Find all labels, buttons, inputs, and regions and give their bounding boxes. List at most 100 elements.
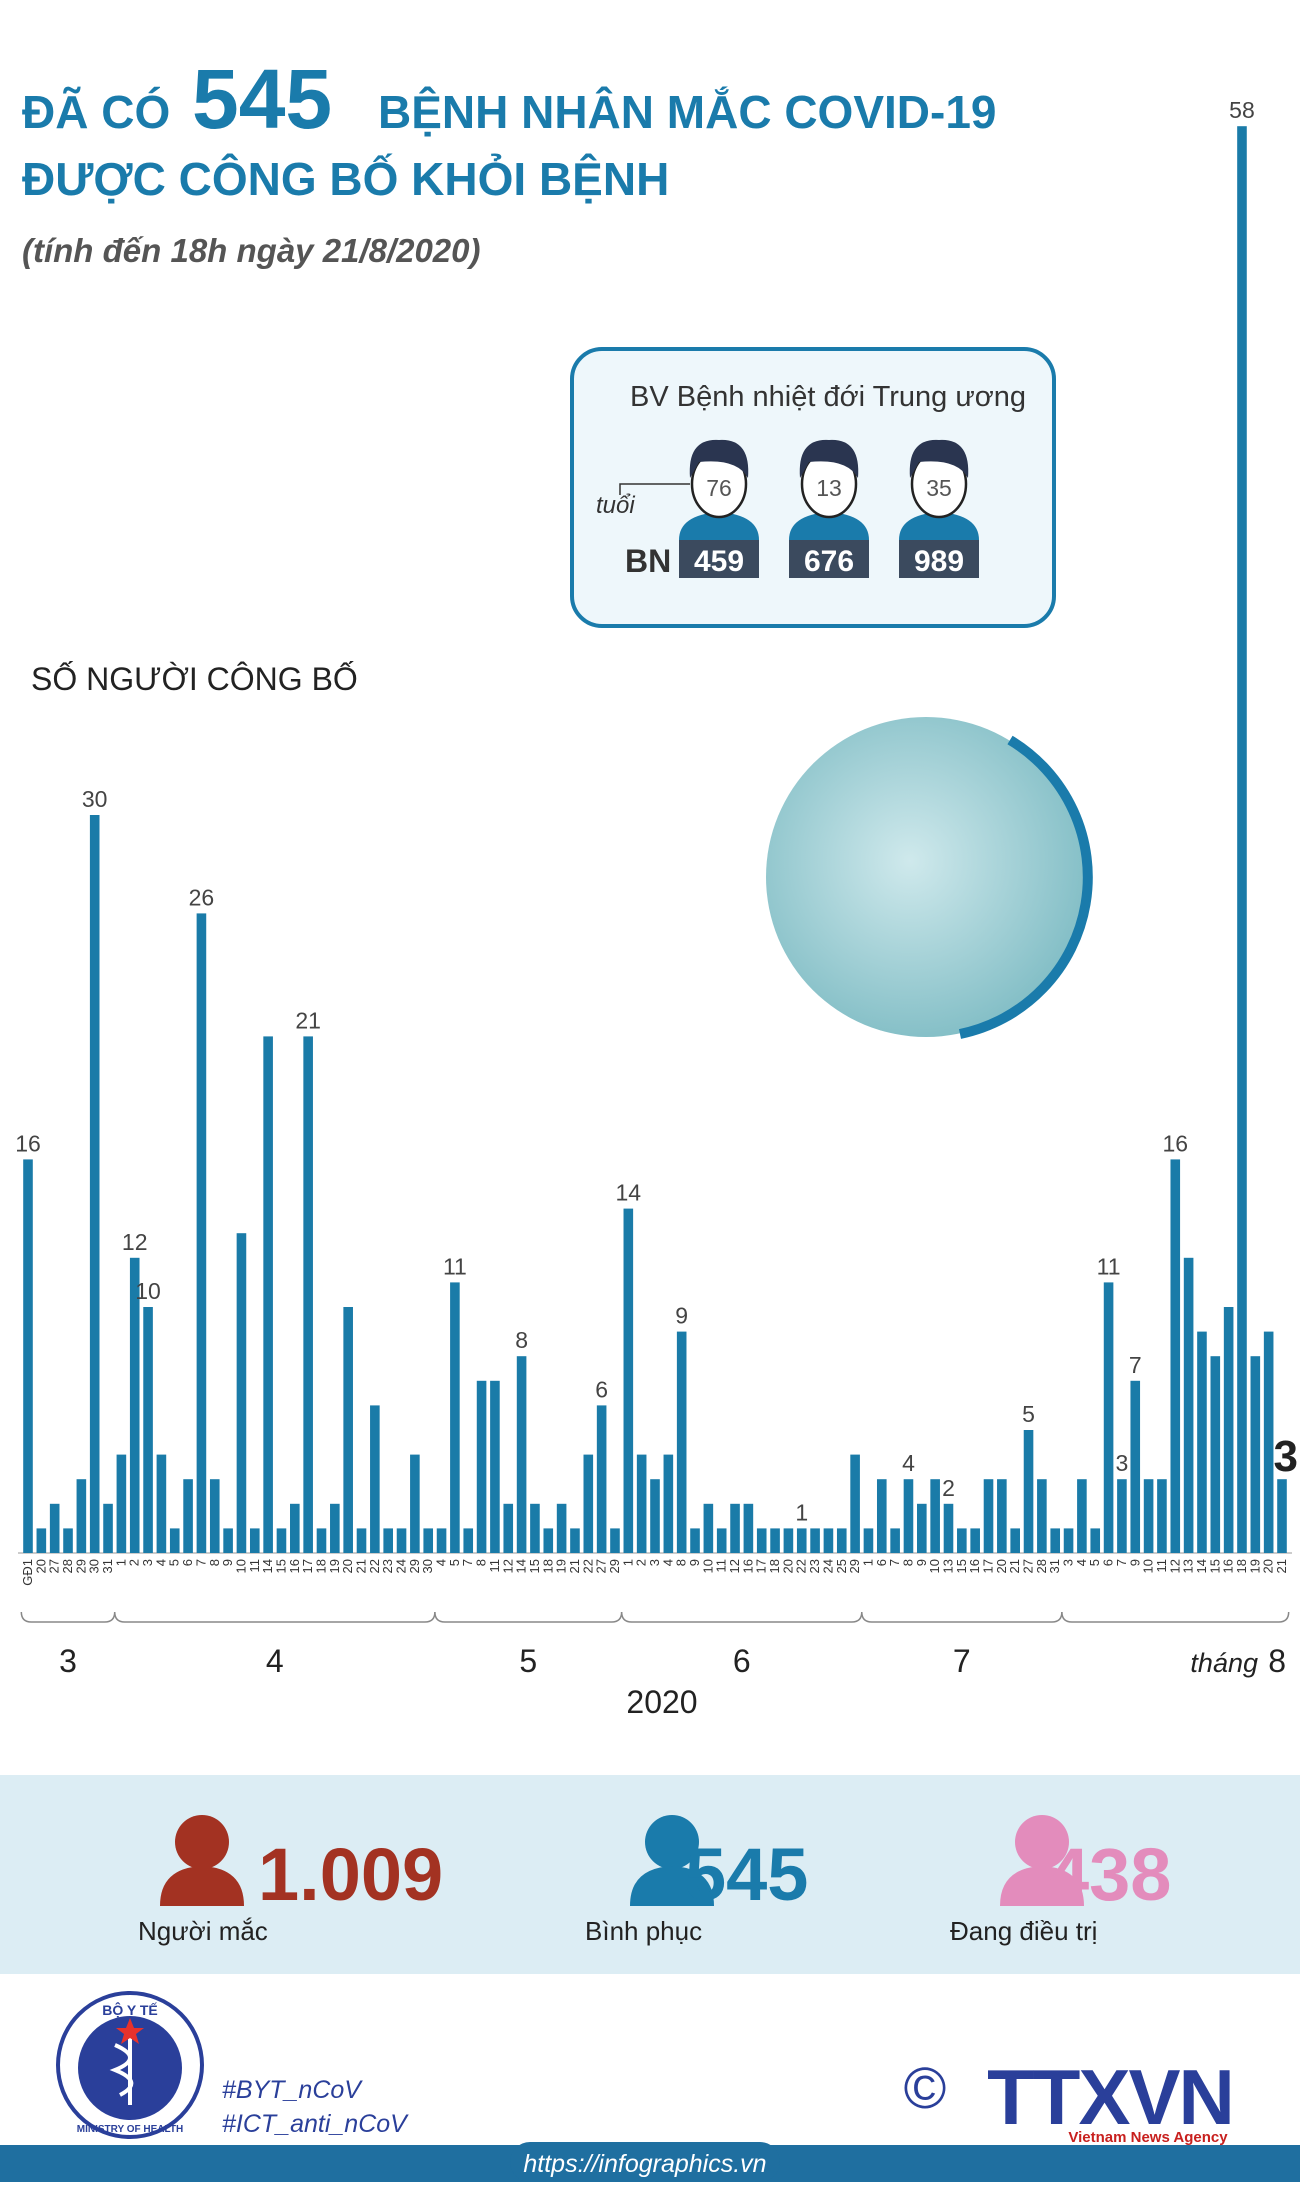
- person-body: [1000, 1866, 1084, 1906]
- x-tick-label: 5: [1087, 1559, 1102, 1566]
- x-tick-label: 7: [1114, 1559, 1129, 1566]
- bar: [610, 1528, 620, 1553]
- bar: [370, 1405, 380, 1553]
- x-tick-label: 25: [834, 1559, 849, 1573]
- value-label: 9: [675, 1303, 688, 1329]
- bar: [1063, 1528, 1074, 1553]
- bar: [36, 1528, 47, 1553]
- bar: [930, 1479, 940, 1553]
- bar: [730, 1503, 740, 1553]
- value-label: 8: [515, 1327, 528, 1353]
- x-tick-label: 18: [1234, 1559, 1249, 1573]
- bar: [1090, 1528, 1101, 1553]
- chart-title: SỐ NGƯỜI CÔNG BỐ: [31, 661, 358, 697]
- bar: [556, 1503, 567, 1553]
- subtitle: (tính đến 18h ngày 21/8/2020): [22, 232, 481, 269]
- bar: [917, 1503, 927, 1553]
- x-tick-label: 17: [754, 1559, 769, 1573]
- x-tick-label: 6: [180, 1559, 195, 1566]
- x-tick-label: 21: [354, 1559, 369, 1573]
- bar: [596, 1405, 607, 1553]
- bar: [1023, 1430, 1034, 1553]
- x-tick-label: 2: [634, 1559, 649, 1566]
- bar: [1077, 1479, 1087, 1553]
- value-label: 58: [1229, 97, 1255, 123]
- value-label: 16: [15, 1130, 41, 1156]
- x-tick-label: 16: [967, 1559, 982, 1573]
- x-tick-label: 27: [594, 1559, 609, 1573]
- x-tick-label: 10: [1141, 1559, 1156, 1573]
- value-label: 1: [795, 1499, 808, 1525]
- bar: [716, 1528, 727, 1553]
- x-tick-label: 5: [447, 1559, 462, 1566]
- bar: [103, 1503, 113, 1553]
- x-tick-label: 28: [1034, 1559, 1049, 1573]
- x-tick-label: 17: [981, 1559, 996, 1573]
- x-tick-label: 4: [1074, 1559, 1089, 1566]
- summary-number: 438: [1048, 1833, 1171, 1916]
- bar: [1130, 1380, 1141, 1553]
- x-tick-label: 16: [287, 1559, 302, 1573]
- value-label: 16: [1162, 1130, 1188, 1156]
- bar: [1170, 1159, 1181, 1553]
- bar: [169, 1528, 180, 1553]
- bar: [543, 1528, 554, 1553]
- summary-label: Bình phục: [585, 1916, 702, 1946]
- month-prefix: tháng: [1190, 1648, 1258, 1678]
- value-label: 12: [122, 1229, 148, 1255]
- value-label: 30: [82, 786, 108, 812]
- x-tick-label: 16: [1221, 1559, 1236, 1573]
- month-bracket: [434, 1611, 623, 1623]
- bar: [89, 815, 100, 1553]
- month-label: 7: [953, 1643, 971, 1679]
- x-tick-label: 14: [1194, 1559, 1209, 1573]
- bar: [1250, 1356, 1261, 1553]
- summary-number: 545: [685, 1833, 808, 1916]
- bar: [116, 1454, 127, 1553]
- bar: [1223, 1307, 1234, 1553]
- x-tick-label: 20: [780, 1559, 795, 1573]
- month-label: 3: [59, 1643, 77, 1679]
- bar: [663, 1454, 674, 1553]
- bar: [476, 1380, 487, 1553]
- value-label: 14: [616, 1180, 642, 1206]
- x-tick-label: 14: [514, 1559, 529, 1573]
- bar: [743, 1503, 754, 1553]
- bar: [129, 1257, 140, 1553]
- agency-en: Vietnam News Agency: [1068, 2129, 1228, 2146]
- title-line2: ĐƯỢC CÔNG BỐ KHỎI BỆNH: [22, 153, 669, 205]
- bar: [796, 1528, 807, 1553]
- month-bracket: [620, 1611, 863, 1623]
- x-tick-label: 23: [380, 1559, 395, 1573]
- bar: [676, 1331, 687, 1553]
- x-tick-label: 19: [554, 1559, 569, 1573]
- month-bracket: [113, 1611, 436, 1623]
- bar: [249, 1528, 260, 1553]
- shoulders: [899, 512, 979, 540]
- x-tick-label: 12: [500, 1559, 515, 1573]
- bar: [890, 1528, 900, 1553]
- x-tick-label: 8: [674, 1559, 689, 1566]
- x-tick-label: 15: [273, 1559, 288, 1573]
- x-tick-label: 10: [233, 1559, 248, 1573]
- bar: [410, 1454, 420, 1553]
- x-tick-label: 13: [1181, 1559, 1196, 1573]
- bar: [1117, 1479, 1127, 1553]
- id-plate: [789, 540, 869, 578]
- bar: [183, 1479, 193, 1553]
- bar: [143, 1307, 153, 1553]
- bar: [850, 1454, 860, 1553]
- x-tick-label: 3: [647, 1559, 662, 1566]
- person-head: [175, 1815, 229, 1869]
- summary-label: Người mắc: [138, 1916, 268, 1946]
- x-tick-label: 22: [794, 1559, 809, 1573]
- bar: [583, 1454, 594, 1553]
- bar: [1010, 1528, 1020, 1553]
- x-tick-label: 6: [1101, 1559, 1116, 1566]
- hair: [799, 439, 859, 478]
- hair: [909, 439, 969, 478]
- x-tick-label: 4: [434, 1559, 449, 1566]
- value-label: 5: [1022, 1401, 1035, 1427]
- url-pill: [510, 2142, 780, 2182]
- bar: [1050, 1528, 1061, 1553]
